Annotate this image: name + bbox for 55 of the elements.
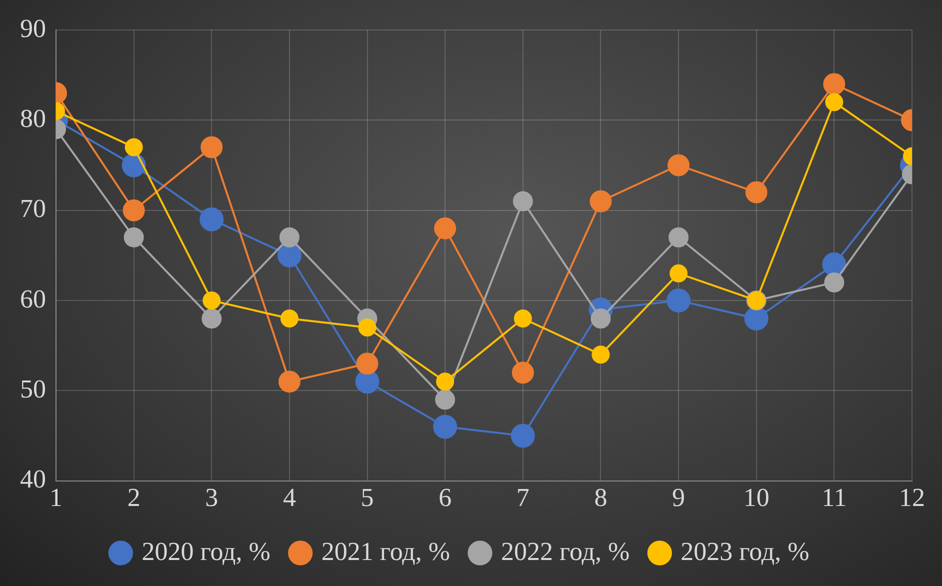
point: [436, 372, 454, 391]
x-tick-label: 12: [899, 483, 925, 512]
x-tick-label: 4: [282, 483, 296, 512]
point: [279, 227, 300, 248]
point: [514, 310, 532, 328]
x-tick-label: 11: [822, 483, 847, 512]
x-tick-label: 8: [594, 483, 608, 512]
point: [124, 227, 144, 248]
legend-label: 2022 год, %: [501, 536, 630, 566]
point: [592, 346, 610, 364]
point: [124, 138, 143, 156]
point: [670, 264, 688, 282]
y-tick-label: 90: [20, 14, 46, 43]
point: [202, 308, 222, 329]
x-tick-label: 3: [205, 483, 218, 512]
point: [512, 362, 534, 384]
point: [278, 370, 300, 393]
legend-label: 2021 год, %: [321, 536, 450, 566]
point: [277, 243, 302, 268]
point: [510, 424, 535, 448]
point: [512, 191, 533, 212]
y-tick-label: 70: [20, 194, 46, 224]
point: [745, 181, 768, 204]
y-tick-label: 80: [20, 104, 46, 133]
point: [200, 207, 224, 232]
x-tick-label: 10: [743, 483, 770, 512]
point: [356, 352, 378, 375]
point: [668, 227, 689, 248]
x-tick-label: 9: [672, 483, 686, 512]
point: [434, 217, 456, 240]
point: [590, 190, 612, 212]
point: [122, 199, 145, 222]
y-tick-label: 60: [20, 284, 46, 314]
legend-label: 2023 год, %: [680, 536, 810, 566]
point: [668, 154, 690, 176]
x-tick-label: 6: [438, 483, 452, 512]
y-tick-label: 40: [20, 464, 46, 494]
legend-label: 2020 год, %: [142, 536, 270, 566]
x-tick-label: 2: [127, 483, 140, 512]
point: [825, 93, 844, 112]
x-tick-label: 7: [516, 483, 530, 512]
point: [823, 73, 846, 96]
x-tick-label: 1: [50, 483, 62, 512]
point: [666, 288, 691, 312]
point: [824, 272, 844, 292]
x-tick-label: 5: [360, 483, 374, 512]
point: [435, 390, 456, 410]
point: [200, 136, 223, 158]
y-tick-label: 50: [20, 374, 46, 404]
point: [744, 306, 768, 331]
point: [590, 308, 611, 329]
point: [202, 291, 221, 310]
point: [433, 414, 458, 439]
point: [280, 310, 298, 328]
point: [358, 318, 376, 337]
